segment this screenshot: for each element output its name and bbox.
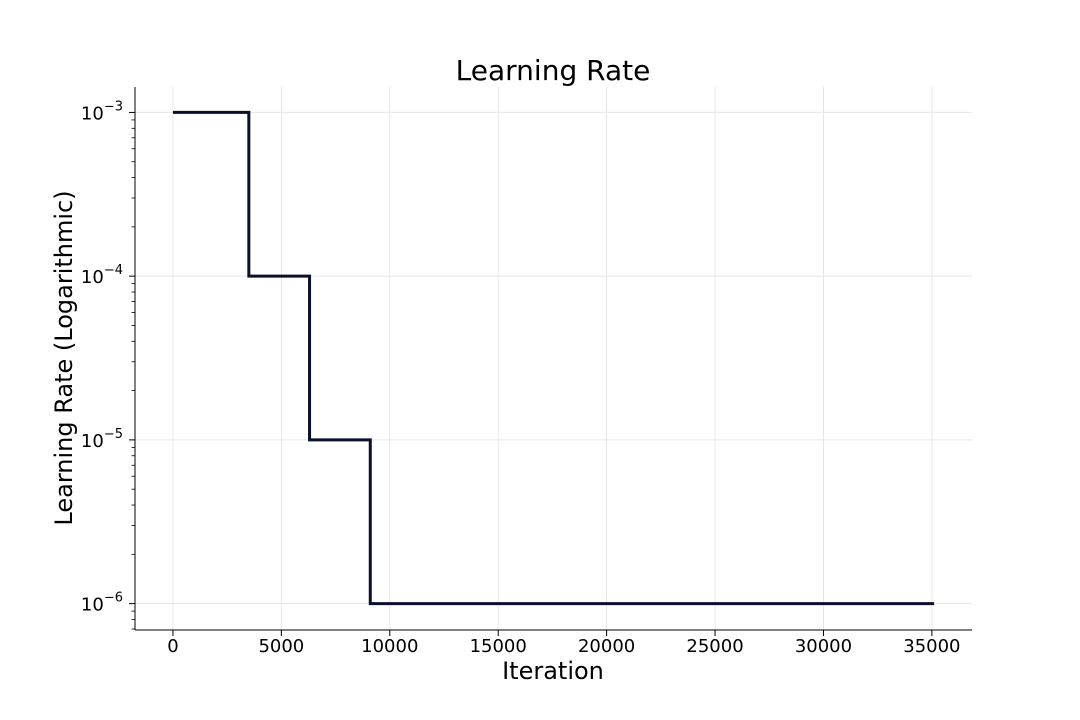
x-axis-title: Iteration <box>502 657 604 685</box>
y-tick-label: 10−5 <box>81 427 123 452</box>
y-tick-label: 10−3 <box>81 99 123 124</box>
y-ticks: 10−3 10−4 10−5 10−6 <box>81 99 135 630</box>
x-tick-label: 30000 <box>795 636 852 657</box>
x-tick-label: 20000 <box>578 636 635 657</box>
grid <box>135 87 972 630</box>
x-tick-label: 0 <box>167 636 178 657</box>
series-line <box>172 110 935 606</box>
x-tick-label: 25000 <box>686 636 743 657</box>
x-tick-label: 5000 <box>258 636 304 657</box>
x-tick-label: 15000 <box>470 636 527 657</box>
x-ticks: 0 5000 10000 15000 20000 25000 30000 35000 <box>167 630 961 657</box>
y-tick-label: 10−4 <box>81 263 123 288</box>
x-tick-label: 35000 <box>903 636 960 657</box>
chart-title: Learning Rate <box>456 54 651 87</box>
y-axis-title: Learning Rate (Logarithmic) <box>50 190 78 525</box>
y-tick-label: 10−6 <box>81 591 123 616</box>
axes <box>134 87 972 631</box>
series-layer <box>172 110 935 606</box>
x-tick-label: 10000 <box>361 636 418 657</box>
